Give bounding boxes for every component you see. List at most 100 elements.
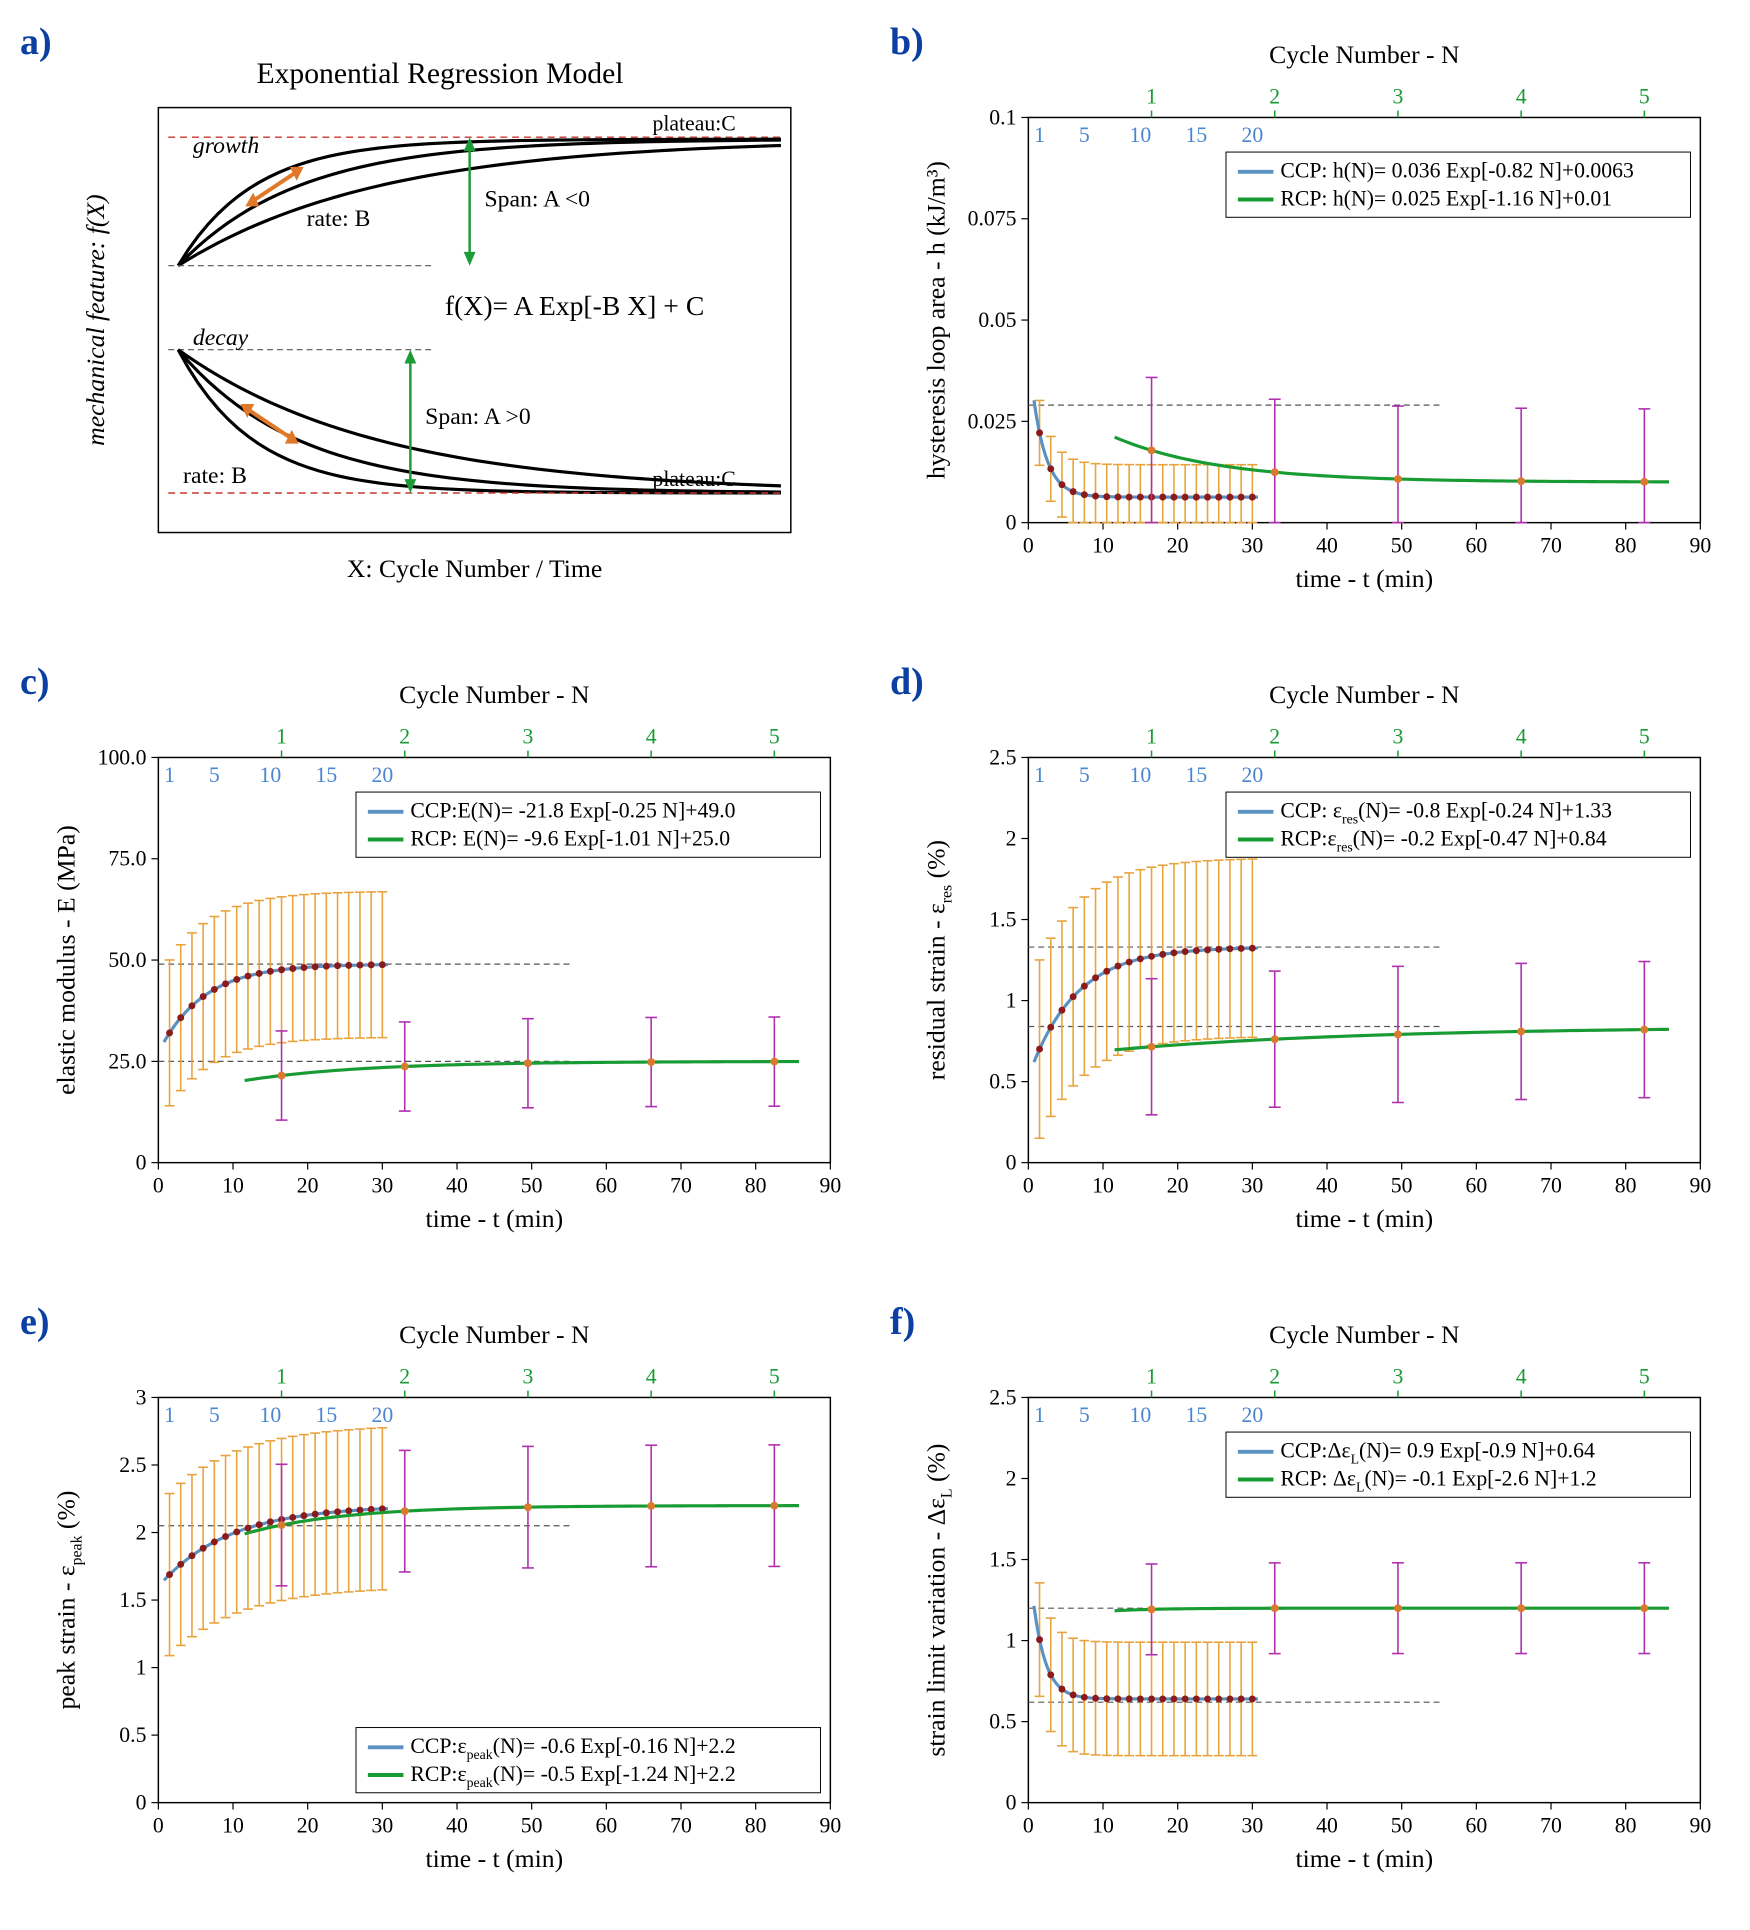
svg-text:15: 15 bbox=[315, 1403, 337, 1427]
svg-text:5: 5 bbox=[1639, 85, 1650, 109]
svg-text:2: 2 bbox=[1269, 85, 1280, 109]
svg-text:90: 90 bbox=[1689, 533, 1711, 557]
svg-text:10: 10 bbox=[1129, 1403, 1151, 1427]
span-neg: Span: A <0 bbox=[484, 186, 590, 212]
panel-label-d: d) bbox=[890, 660, 924, 704]
svg-text:5: 5 bbox=[1079, 1403, 1090, 1427]
svg-text:5: 5 bbox=[1079, 763, 1090, 787]
svg-text:Cycle Number - N: Cycle Number - N bbox=[1269, 1320, 1459, 1349]
svg-text:80: 80 bbox=[745, 1813, 767, 1837]
svg-text:CCP: h(N)= 0.036 Exp[-0.82 N]: CCP: h(N)= 0.036 Exp[-0.82 N]+0.0063 bbox=[1280, 159, 1634, 183]
svg-text:2.5: 2.5 bbox=[989, 745, 1016, 769]
svg-text:RCP:εpeak(N)= -0.5 Exp[-1.24 N: RCP:εpeak(N)= -0.5 Exp[-1.24 N]+2.2 bbox=[410, 1762, 735, 1790]
svg-text:0.5: 0.5 bbox=[989, 1070, 1016, 1094]
svg-text:50: 50 bbox=[1391, 533, 1413, 557]
svg-text:1: 1 bbox=[1146, 1365, 1157, 1389]
svg-text:5: 5 bbox=[1639, 725, 1650, 749]
svg-text:3: 3 bbox=[1393, 725, 1404, 749]
svg-text:90: 90 bbox=[1689, 1813, 1711, 1837]
svg-text:RCP:εres(N)= -0.2 Exp[-0.47 N]: RCP:εres(N)= -0.2 Exp[-0.47 N]+0.84 bbox=[1280, 826, 1606, 854]
svg-text:CCP:εpeak(N)= -0.6 Exp[-0.16 N: CCP:εpeak(N)= -0.6 Exp[-0.16 N]+2.2 bbox=[410, 1734, 735, 1762]
svg-text:4: 4 bbox=[1516, 725, 1527, 749]
svg-text:70: 70 bbox=[1540, 533, 1562, 557]
svg-text:80: 80 bbox=[1615, 1813, 1637, 1837]
svg-text:4: 4 bbox=[646, 1365, 657, 1389]
svg-text:10: 10 bbox=[1129, 763, 1151, 787]
svg-text:90: 90 bbox=[1689, 1173, 1711, 1197]
svg-text:80: 80 bbox=[745, 1173, 767, 1197]
svg-text:0.025: 0.025 bbox=[968, 409, 1017, 433]
growth-plateau-label: plateau:C bbox=[652, 111, 735, 135]
panel-a-ylabel: mechanical feature: f(X) bbox=[81, 194, 110, 446]
svg-text:30: 30 bbox=[1241, 1813, 1263, 1837]
svg-text:20: 20 bbox=[1241, 1403, 1263, 1427]
svg-text:0: 0 bbox=[1006, 1791, 1017, 1815]
svg-text:60: 60 bbox=[595, 1173, 617, 1197]
panel-c: c) 0102030405060708090time - t (min)025.… bbox=[20, 660, 860, 1270]
svg-text:25.0: 25.0 bbox=[108, 1049, 146, 1073]
svg-text:CCP:ΔεL(N)= 0.9 Exp[-0.9 N]+0.: CCP:ΔεL(N)= 0.9 Exp[-0.9 N]+0.64 bbox=[1280, 1439, 1595, 1467]
growth-span-arrow bbox=[464, 137, 476, 265]
panel-f-svg: 0102030405060708090time - t (min)00.511.… bbox=[890, 1300, 1730, 1910]
svg-text:75.0: 75.0 bbox=[108, 847, 146, 871]
svg-text:Cycle Number - N: Cycle Number - N bbox=[399, 680, 589, 709]
svg-text:40: 40 bbox=[1316, 1173, 1338, 1197]
growth-curves bbox=[178, 139, 781, 265]
svg-text:time - t (min): time - t (min) bbox=[1296, 1204, 1434, 1233]
svg-text:15: 15 bbox=[1185, 123, 1207, 147]
growth-label: growth bbox=[193, 133, 259, 159]
svg-text:3: 3 bbox=[523, 725, 534, 749]
svg-text:0.1: 0.1 bbox=[989, 105, 1016, 129]
svg-text:20: 20 bbox=[1167, 1813, 1189, 1837]
panel-c-svg: 0102030405060708090time - t (min)025.050… bbox=[20, 660, 860, 1270]
svg-text:30: 30 bbox=[1241, 533, 1263, 557]
svg-text:70: 70 bbox=[1540, 1173, 1562, 1197]
svg-text:30: 30 bbox=[371, 1173, 393, 1197]
svg-text:30: 30 bbox=[1241, 1173, 1263, 1197]
svg-text:40: 40 bbox=[1316, 1813, 1338, 1837]
svg-text:60: 60 bbox=[1465, 1173, 1487, 1197]
svg-text:2.5: 2.5 bbox=[989, 1385, 1016, 1409]
svg-text:peak strain - εpeak (%): peak strain - εpeak (%) bbox=[51, 1491, 85, 1710]
svg-text:1.5: 1.5 bbox=[989, 1547, 1016, 1571]
svg-text:time - t (min): time - t (min) bbox=[1296, 1844, 1434, 1873]
panel-e: e) 0102030405060708090time - t (min)00.5… bbox=[20, 1300, 860, 1910]
panel-e-svg: 0102030405060708090time - t (min)00.511.… bbox=[20, 1300, 860, 1910]
svg-text:0: 0 bbox=[1023, 1813, 1034, 1837]
panel-label-a: a) bbox=[20, 20, 52, 64]
svg-text:5: 5 bbox=[1639, 1365, 1650, 1389]
svg-text:3: 3 bbox=[136, 1385, 147, 1409]
panel-label-e: e) bbox=[20, 1300, 50, 1344]
svg-text:Cycle Number - N: Cycle Number - N bbox=[1269, 40, 1459, 69]
svg-text:hysteresis loop area - h (kJ/m: hysteresis loop area - h (kJ/m³) bbox=[921, 161, 950, 479]
svg-text:Cycle Number - N: Cycle Number - N bbox=[1269, 680, 1459, 709]
svg-text:2: 2 bbox=[399, 725, 410, 749]
svg-text:2.5: 2.5 bbox=[119, 1453, 146, 1477]
svg-text:strain limit variation - ΔεL (: strain limit variation - ΔεL (%) bbox=[921, 1444, 955, 1757]
svg-text:time - t (min): time - t (min) bbox=[1296, 564, 1434, 593]
svg-text:1.5: 1.5 bbox=[989, 907, 1016, 931]
svg-text:0.5: 0.5 bbox=[119, 1723, 146, 1747]
svg-text:5: 5 bbox=[769, 1365, 780, 1389]
svg-text:0.5: 0.5 bbox=[989, 1710, 1016, 1734]
panel-a: a) Exponential Regression Model mechanic… bbox=[20, 20, 860, 630]
panel-b-svg: 0102030405060708090time - t (min)00.0250… bbox=[890, 20, 1730, 630]
svg-text:10: 10 bbox=[222, 1813, 244, 1837]
panel-b: b) 0102030405060708090time - t (min)00.0… bbox=[890, 20, 1730, 630]
svg-text:40: 40 bbox=[1316, 533, 1338, 557]
svg-text:10: 10 bbox=[1092, 1813, 1114, 1837]
svg-text:70: 70 bbox=[1540, 1813, 1562, 1837]
svg-text:60: 60 bbox=[1465, 1813, 1487, 1837]
svg-text:1: 1 bbox=[1146, 85, 1157, 109]
panel-d-svg: 0102030405060708090time - t (min)00.511.… bbox=[890, 660, 1730, 1270]
svg-text:RCP: h(N)= 0.025 Exp[-1.16 N]: RCP: h(N)= 0.025 Exp[-1.16 N]+0.01 bbox=[1280, 186, 1612, 210]
svg-text:20: 20 bbox=[1167, 1173, 1189, 1197]
svg-text:20: 20 bbox=[371, 763, 393, 787]
panel-label-f: f) bbox=[890, 1300, 915, 1344]
svg-text:15: 15 bbox=[1185, 763, 1207, 787]
svg-text:20: 20 bbox=[371, 1403, 393, 1427]
svg-text:CCP:E(N)= -21.8 Exp[-0.25 N]+4: CCP:E(N)= -21.8 Exp[-0.25 N]+49.0 bbox=[410, 799, 735, 823]
svg-text:3: 3 bbox=[1393, 85, 1404, 109]
svg-text:0: 0 bbox=[1023, 1173, 1034, 1197]
panel-a-title: Exponential Regression Model bbox=[257, 58, 624, 90]
